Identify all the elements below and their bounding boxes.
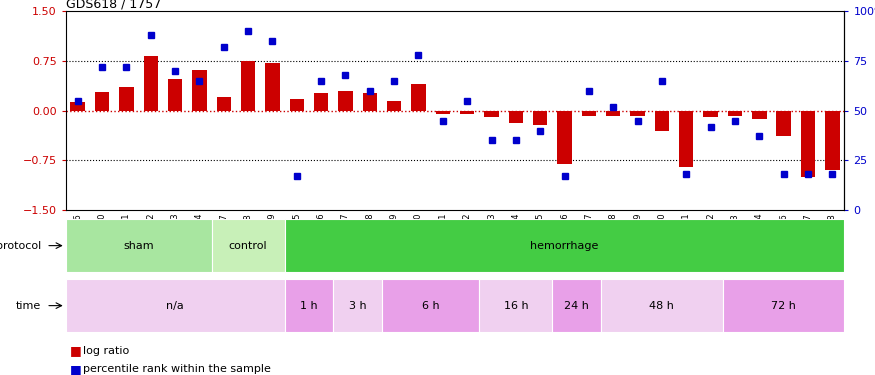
Bar — [333, 279, 382, 332]
Bar — [654, 111, 669, 130]
Text: GDS618 / 1757: GDS618 / 1757 — [66, 0, 161, 10]
Bar — [94, 92, 109, 111]
Text: n/a: n/a — [166, 301, 184, 310]
Bar — [382, 279, 480, 332]
Bar — [168, 79, 183, 111]
Text: log ratio: log ratio — [83, 346, 130, 355]
Bar — [630, 111, 645, 116]
Bar — [484, 111, 499, 117]
Text: percentile rank within the sample: percentile rank within the sample — [83, 364, 271, 374]
Text: hemorrhage: hemorrhage — [530, 241, 598, 250]
Bar — [411, 84, 426, 111]
Bar — [284, 219, 844, 272]
Bar — [290, 99, 304, 111]
Bar — [723, 279, 844, 332]
Text: sham: sham — [123, 241, 154, 250]
Bar — [776, 111, 791, 136]
Text: ■: ■ — [70, 344, 81, 357]
Text: 48 h: 48 h — [649, 301, 675, 310]
Bar — [66, 279, 284, 332]
Bar — [704, 111, 717, 117]
Bar — [66, 219, 212, 272]
Bar — [728, 111, 742, 116]
Text: 24 h: 24 h — [564, 301, 589, 310]
Text: protocol: protocol — [0, 241, 41, 250]
Text: 72 h: 72 h — [771, 301, 796, 310]
Bar — [552, 279, 601, 332]
Text: 1 h: 1 h — [300, 301, 318, 310]
Bar — [606, 111, 620, 116]
Bar — [216, 98, 231, 111]
Bar — [601, 279, 723, 332]
Bar — [119, 87, 134, 111]
Bar — [582, 111, 596, 116]
Bar — [508, 111, 523, 123]
Bar — [752, 111, 766, 118]
Bar — [480, 279, 552, 332]
Bar — [144, 56, 158, 111]
Bar — [284, 279, 333, 332]
Bar — [679, 111, 694, 167]
Bar — [314, 93, 328, 111]
Bar — [387, 101, 402, 111]
Text: 3 h: 3 h — [349, 301, 367, 310]
Text: 16 h: 16 h — [503, 301, 528, 310]
Bar — [460, 111, 474, 114]
Bar — [338, 91, 353, 111]
Bar — [241, 61, 256, 111]
Bar — [265, 63, 280, 111]
Text: 6 h: 6 h — [422, 301, 439, 310]
Text: ■: ■ — [70, 363, 81, 375]
Bar — [801, 111, 816, 177]
Bar — [533, 111, 548, 125]
Text: control: control — [229, 241, 268, 250]
Bar — [212, 219, 284, 272]
Bar — [436, 111, 450, 114]
Bar — [557, 111, 572, 164]
Bar — [192, 69, 206, 111]
Bar — [71, 102, 85, 111]
Text: time: time — [16, 301, 41, 310]
Bar — [825, 111, 839, 170]
Bar — [362, 93, 377, 111]
